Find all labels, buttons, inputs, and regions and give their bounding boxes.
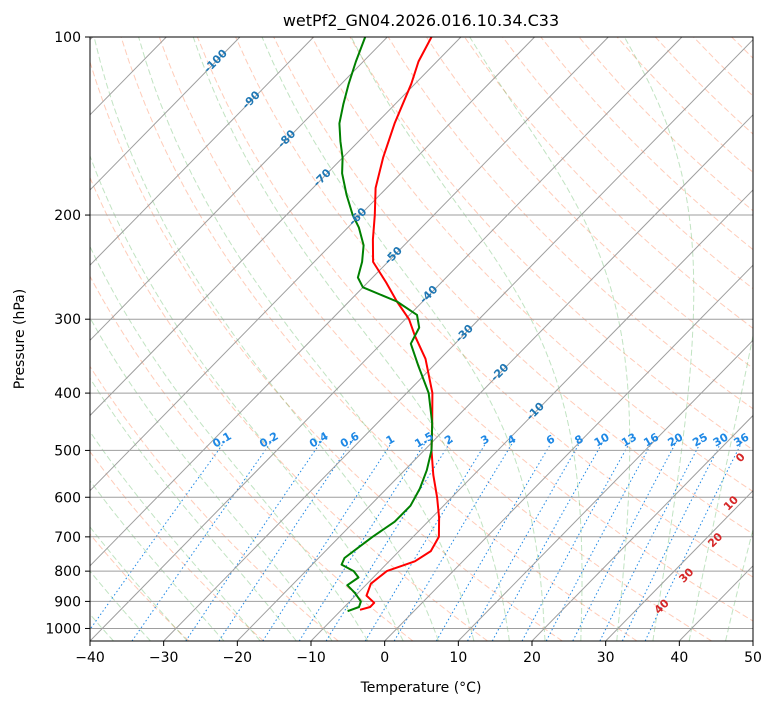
x-axis-label: Temperature (°C) — [360, 680, 482, 696]
y-tick-label: 200 — [54, 208, 81, 224]
moist-adiabat — [469, 37, 631, 641]
isotherm-line — [384, 264, 753, 641]
moist-adiabat — [261, 37, 546, 641]
y-tick-label: 100 — [54, 30, 81, 46]
isotherm-line — [90, 37, 535, 492]
mixing-ratio-line — [621, 439, 723, 641]
isotherm-line — [310, 189, 753, 641]
mixing-ratio-line — [521, 439, 632, 641]
x-tick-label: 40 — [670, 650, 688, 666]
mixing-ratio-line — [262, 439, 394, 641]
chart-title: wetPf2_GN04.2026.016.10.34.C33 — [283, 11, 559, 31]
isotherm-line — [90, 37, 388, 342]
isotherm-line — [90, 37, 609, 567]
dry-adiabat — [158, 37, 712, 641]
mixing-ratio-line — [185, 439, 323, 641]
dry-adiabat — [90, 365, 339, 641]
isotherm-line — [457, 339, 753, 641]
dry-adiabat — [349, 37, 753, 451]
isotherm-line — [236, 114, 753, 641]
mixing-ratio-line — [325, 439, 453, 641]
y-tick-label: 500 — [54, 443, 81, 459]
moist-adiabat — [93, 37, 439, 641]
mixing-ratio-line — [599, 439, 703, 641]
axis-ticks: −40 −30 −20 −10 0 10 20 30 40 50 100 200 300 400 500 60… — [45, 30, 762, 666]
isotherm-line — [163, 38, 753, 641]
y-tick-label: 300 — [54, 312, 81, 328]
moist-adiabat — [90, 430, 261, 641]
moist-adiabat — [90, 526, 188, 641]
x-tick-label: −10 — [296, 650, 326, 666]
moist-adiabat — [90, 245, 369, 641]
x-tick-label: 0 — [380, 650, 389, 666]
dry-adiabat — [120, 37, 638, 641]
isotherm-line — [90, 37, 462, 417]
mixing-ratio-line — [364, 439, 489, 641]
profile-lines — [338, 37, 441, 613]
x-tick-label: −30 — [149, 650, 179, 666]
mixing-ratio-line — [491, 439, 605, 641]
dry-adiabat — [311, 37, 753, 493]
dry-adiabat — [90, 60, 563, 641]
x-tick-label: 20 — [523, 650, 541, 666]
y-axis-label: Pressure (hPa) — [12, 289, 28, 389]
dewpoint-profile-line — [338, 37, 434, 613]
x-tick-label: 10 — [449, 650, 467, 666]
y-tick-label: 600 — [54, 490, 81, 506]
mixing-ratio-line — [131, 439, 274, 641]
dry-adiabat — [464, 37, 753, 329]
y-tick-label: 700 — [54, 530, 81, 546]
y-tick-label: 400 — [54, 386, 81, 402]
isotherm-line — [90, 37, 241, 191]
isotherm-line — [605, 489, 753, 641]
moist-adiabat — [90, 316, 333, 641]
moist-adiabat — [138, 37, 475, 641]
x-tick-label: −40 — [75, 650, 105, 666]
moist-adiabat — [688, 333, 753, 641]
background-lines — [90, 37, 753, 641]
isotherm-line — [90, 37, 314, 266]
dry-adiabat — [90, 533, 190, 641]
moist-adiabat — [90, 570, 151, 641]
moist-adiabat — [623, 37, 695, 641]
dry-adiabat — [425, 37, 753, 369]
dry-adiabat — [90, 176, 488, 641]
isotherm-line — [531, 414, 753, 641]
mixing-ratio-line — [467, 439, 582, 641]
plot-frame — [89, 36, 754, 642]
y-tick-label: 1000 — [45, 621, 81, 637]
isotherm-line — [90, 37, 683, 641]
x-tick-label: 50 — [744, 650, 762, 666]
y-tick-label: 800 — [54, 564, 81, 580]
mixing-ratio-line — [298, 439, 428, 641]
y-tick-label: 900 — [54, 594, 81, 610]
temperature-profile-line — [359, 37, 441, 611]
mixing-ratio-line — [218, 439, 354, 641]
x-tick-label: −20 — [223, 650, 253, 666]
x-tick-label: 30 — [597, 650, 615, 666]
